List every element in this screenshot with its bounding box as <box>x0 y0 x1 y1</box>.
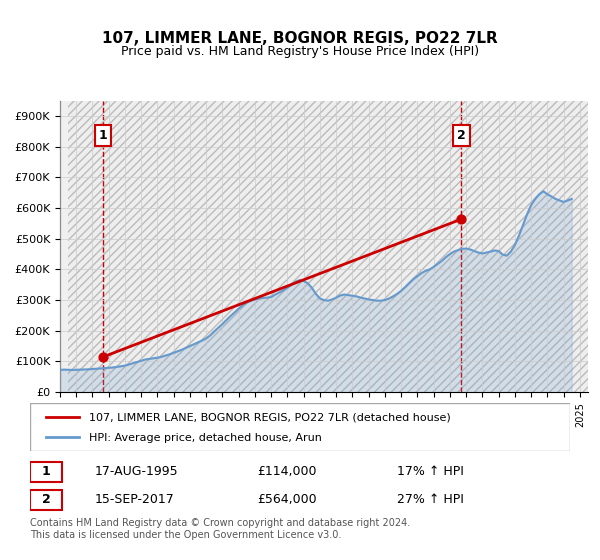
Point <box>457 214 466 223</box>
Text: 2: 2 <box>457 129 466 142</box>
Text: 17-AUG-1995: 17-AUG-1995 <box>95 465 178 478</box>
Text: 1: 1 <box>98 129 107 142</box>
FancyBboxPatch shape <box>30 489 62 510</box>
FancyBboxPatch shape <box>30 403 570 451</box>
Text: Price paid vs. HM Land Registry's House Price Index (HPI): Price paid vs. HM Land Registry's House … <box>121 45 479 58</box>
Text: 17% ↑ HPI: 17% ↑ HPI <box>397 465 464 478</box>
Text: 1: 1 <box>42 465 50 478</box>
FancyBboxPatch shape <box>30 461 62 482</box>
Text: 15-SEP-2017: 15-SEP-2017 <box>95 493 175 506</box>
Text: HPI: Average price, detached house, Arun: HPI: Average price, detached house, Arun <box>89 433 322 444</box>
Text: 107, LIMMER LANE, BOGNOR REGIS, PO22 7LR: 107, LIMMER LANE, BOGNOR REGIS, PO22 7LR <box>102 31 498 46</box>
Text: £114,000: £114,000 <box>257 465 316 478</box>
Text: 27% ↑ HPI: 27% ↑ HPI <box>397 493 464 506</box>
Text: 2: 2 <box>42 493 50 506</box>
Text: 107, LIMMER LANE, BOGNOR REGIS, PO22 7LR (detached house): 107, LIMMER LANE, BOGNOR REGIS, PO22 7LR… <box>89 413 451 422</box>
Text: £564,000: £564,000 <box>257 493 316 506</box>
Point <box>98 353 107 362</box>
Text: Contains HM Land Registry data © Crown copyright and database right 2024.
This d: Contains HM Land Registry data © Crown c… <box>30 518 410 540</box>
